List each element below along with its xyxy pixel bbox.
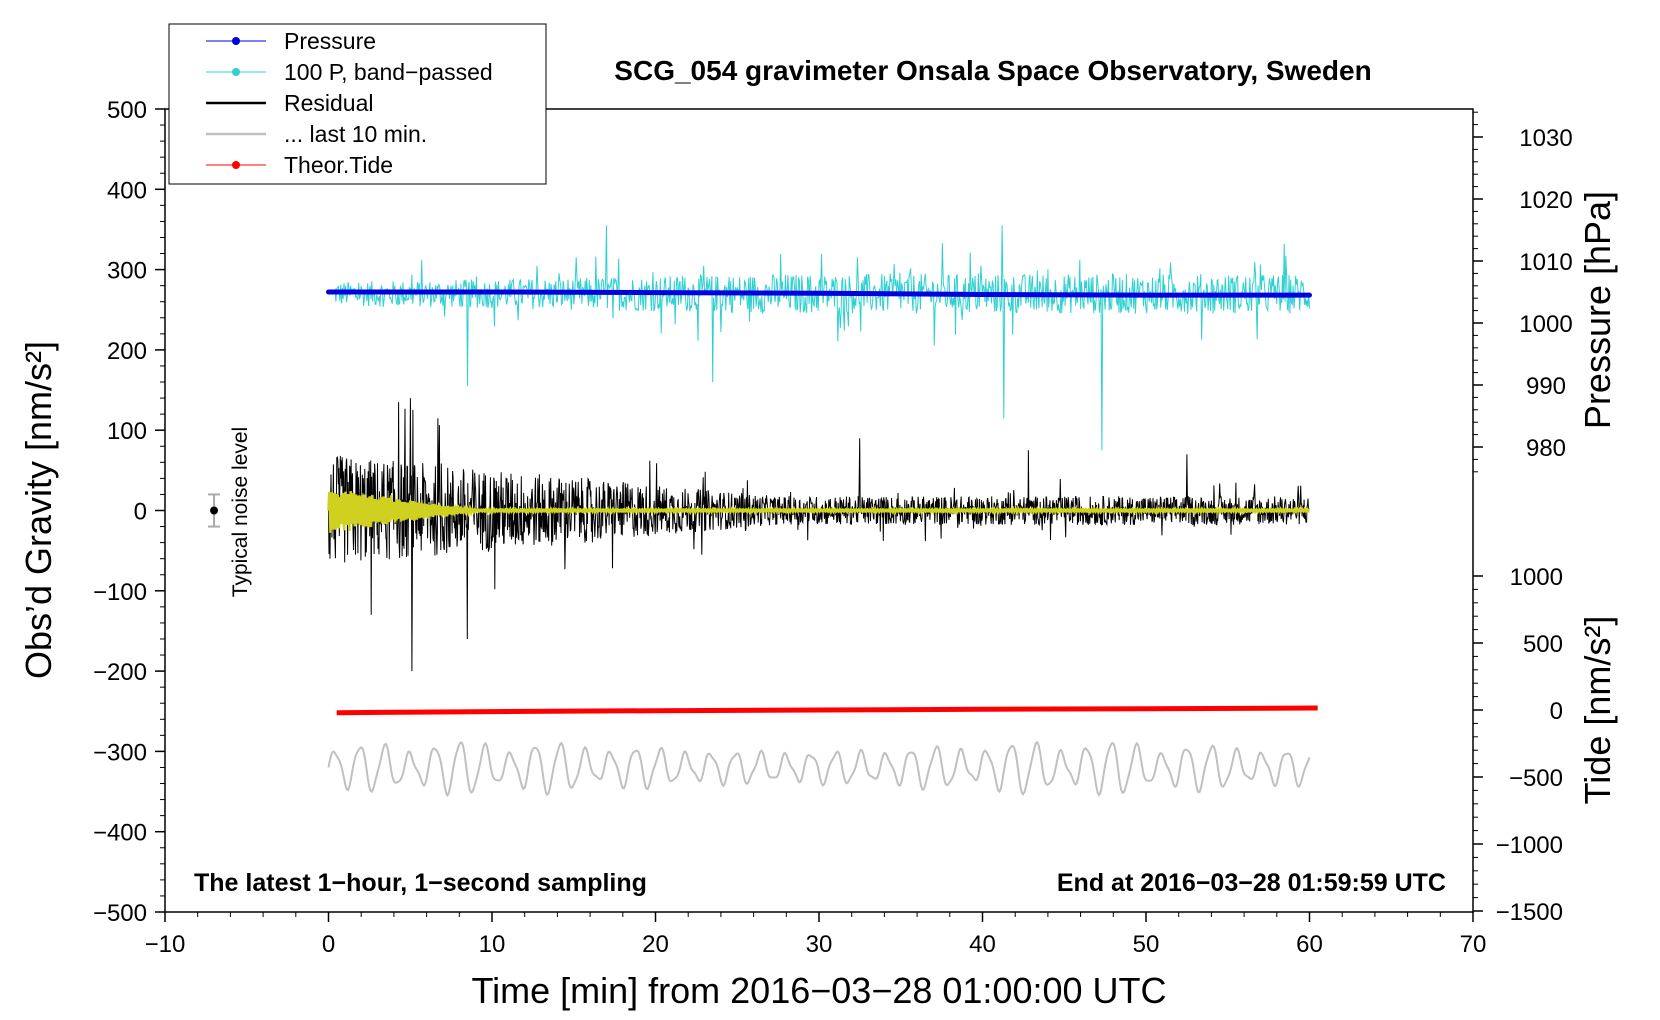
pressure-tick-label: 1030: [1519, 125, 1572, 152]
y-left-tick-label: 500: [107, 97, 147, 124]
tick-layer: −10 0 10 20 30 40 50 60 70−500−400−300−200−10001…: [93, 97, 1573, 958]
x-tick-label: −10: [145, 931, 186, 958]
pressure-tick-label: 1000: [1519, 311, 1572, 338]
y-left-tick-label: 400: [107, 177, 147, 204]
y-left-tick-label: 200: [107, 338, 147, 365]
series-bandpassed-pressure-line: [333, 225, 1310, 451]
x-axis-label: Time [min] from 2016−03−28 01:00:00 UTC: [471, 970, 1166, 1011]
tide-tick-label: 0: [1550, 698, 1563, 725]
tide-tick-label: 500: [1523, 631, 1563, 658]
y-left-tick-label: 0: [134, 499, 147, 526]
series-residual-line: [328, 398, 1310, 672]
legend-label: ... last 10 min.: [284, 121, 427, 147]
legend-swatch-marker: [232, 68, 240, 76]
x-tick-label: 20: [642, 931, 669, 958]
legend-label: Pressure: [284, 28, 376, 54]
annotation-end-time: End at 2016−03−28 01:59:59 UTC: [1057, 869, 1446, 897]
legend: Pressure 100 P, band−passed Residual ... la…: [168, 23, 547, 185]
y-axis-label-left: Obs’d Gravity [nm/s²]: [18, 341, 59, 679]
tide-tick-label: 1000: [1510, 564, 1563, 591]
y-left-tick-label: −300: [93, 739, 147, 766]
x-tick-label: 0: [322, 931, 335, 958]
x-tick-label: 10: [479, 931, 506, 958]
series-last-10-min-line: [327, 740, 1311, 798]
legend-label: Theor.Tide: [284, 152, 393, 178]
x-tick-label: 70: [1460, 931, 1487, 958]
pressure-tick-label: 1020: [1519, 187, 1572, 214]
series-residual-filtered-line: [327, 491, 1310, 533]
noise-bar-center-dot: [210, 506, 219, 515]
x-tick-label: 40: [969, 931, 996, 958]
pressure-tick-label: 1010: [1519, 249, 1572, 276]
pressure-tick-label: 980: [1526, 435, 1566, 462]
series-layer: [208, 225, 1318, 798]
y-left-tick-label: −100: [93, 579, 147, 606]
y-axis-label-tide: Tide [nm/s²]: [1577, 616, 1618, 805]
noise-level-label: Typical noise level: [229, 427, 252, 597]
y-left-tick-label: −200: [93, 659, 147, 686]
legend-label: Residual: [284, 90, 374, 116]
x-tick-label: 50: [1133, 931, 1160, 958]
x-tick-label: 30: [806, 931, 833, 958]
legend-items: Pressure 100 P, band−passed Residual ... la…: [206, 28, 493, 178]
y-left-tick-label: 300: [107, 258, 147, 285]
y-left-tick-label: −500: [93, 900, 147, 927]
annotation-sampling: The latest 1−hour, 1−second sampling: [194, 869, 647, 897]
legend-label: 100 P, band−passed: [284, 59, 493, 85]
series-theoretical-tide-line: [336, 705, 1318, 716]
x-tick-label: 60: [1296, 931, 1323, 958]
tide-tick-label: −1000: [1496, 832, 1563, 859]
legend-swatch-marker: [232, 37, 240, 45]
y-left-tick-label: −400: [93, 820, 147, 847]
tide-tick-label: −1500: [1496, 899, 1563, 926]
pressure-tick-label: 990: [1526, 373, 1566, 400]
y-axis-label-pressure: Pressure [hPa]: [1577, 191, 1618, 429]
chart-title: SCG_054 gravimeter Onsala Space Observat…: [614, 55, 1371, 86]
y-left-tick-label: 100: [107, 418, 147, 445]
legend-swatch-marker: [232, 161, 240, 169]
series-pressure-line: [326, 289, 1312, 298]
tide-tick-label: −500: [1509, 765, 1563, 792]
